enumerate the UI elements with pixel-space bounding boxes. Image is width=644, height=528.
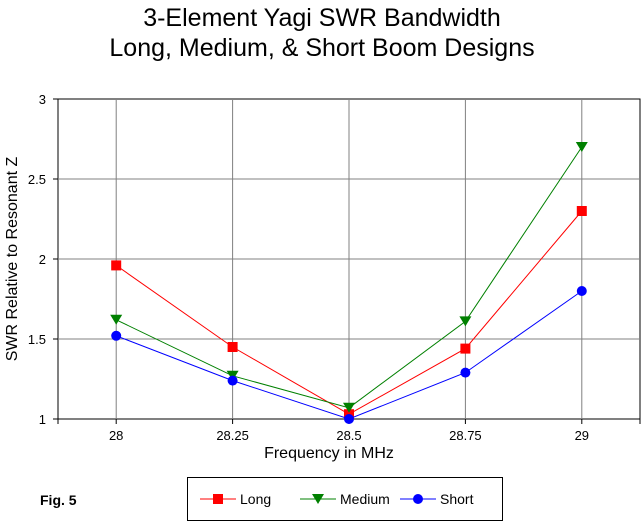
- legend-marker-medium: [300, 494, 336, 504]
- legend: Long Medium Short: [187, 477, 503, 521]
- data-point-long: [227, 342, 238, 352]
- y-tick-label: 1: [39, 412, 46, 427]
- x-axis-label: Frequency in MHz: [264, 445, 394, 462]
- data-point-short: [576, 286, 587, 296]
- data-point-short: [344, 414, 354, 424]
- y-tick-label: 3: [39, 92, 46, 107]
- chart-title-line-1: 3-Element Yagi SWR Bandwidth: [143, 4, 501, 32]
- data-point-short: [460, 367, 471, 378]
- x-tick-label: 29: [575, 428, 589, 443]
- x-tick-label: 28.75: [449, 428, 482, 443]
- data-point-short: [227, 375, 238, 386]
- data-point-medium: [459, 316, 472, 327]
- data-point-short: [111, 330, 122, 341]
- data-point-medium: [343, 402, 355, 413]
- x-tick-label: 28.5: [336, 428, 361, 443]
- x-tick-label: 28: [109, 428, 123, 443]
- y-tick-label: 1.5: [28, 332, 46, 347]
- legend-label-medium: Medium: [340, 491, 390, 507]
- data-point-medium: [575, 142, 588, 152]
- y-axis-label: SWR Relative to Resonant Z: [4, 157, 21, 362]
- legend-marker-short: [400, 494, 436, 504]
- legend-label-short: Short: [440, 491, 474, 507]
- plot-area: 1 1.5 2 2.5 3 28 28.25 28.5 28.75 29 Frequency in …: [4, 92, 641, 462]
- y-tick-label: 2.5: [28, 172, 46, 187]
- y-tick-label: 2: [39, 252, 46, 267]
- data-point-medium: [110, 314, 123, 325]
- figure-label: Fig. 5: [40, 492, 77, 508]
- data-point-long: [576, 206, 587, 216]
- legend-marker-long: [200, 494, 236, 504]
- chart-title-line-2: Long, Medium, & Short Boom Designs: [109, 34, 535, 62]
- legend-label-long: Long: [240, 491, 272, 507]
- data-point-long: [111, 260, 122, 271]
- x-tick-label: 28.25: [216, 428, 249, 443]
- data-point-long: [460, 343, 471, 354]
